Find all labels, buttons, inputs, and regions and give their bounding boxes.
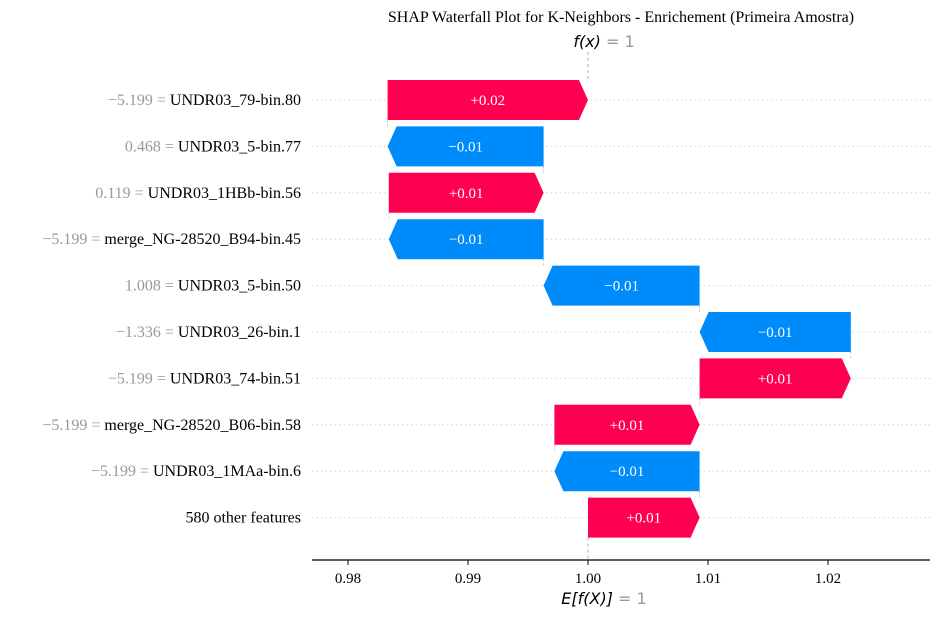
x-tick-label: 0.99 [455,571,481,587]
feature-value: −5.199 = [108,92,170,109]
feature-name: merge_NG-28520_B06-bin.58 [104,417,301,434]
x-tick-label: 1.02 [815,571,841,587]
positive-bar [554,404,700,445]
feature-label: −5.199 = UNDR03_79-bin.80 [108,92,301,109]
feature-value: 0.119 = [95,185,147,202]
x-tick-label: 1.00 [575,571,601,587]
positive-bar [388,172,544,213]
feature-value: −5.199 = [42,231,104,248]
x-tick-label: 0.98 [335,571,361,587]
feature-name: 580 other features [185,510,301,527]
feature-name: UNDR03_79-bin.80 [170,92,301,109]
bar-value-label: −0.01 [610,464,645,480]
fx-label: f(x) = 1 [573,32,634,51]
feature-label: −5.199 = merge_NG-28520_B06-bin.58 [42,417,301,434]
bar-value-label: −0.01 [758,325,793,341]
feature-name: UNDR03_1HBb-bin.56 [148,185,301,202]
feature-label: −5.199 = merge_NG-28520_B94-bin.45 [42,231,301,248]
bar-value-label: +0.01 [626,511,661,527]
feature-name: UNDR03_74-bin.51 [170,370,301,387]
feature-name: UNDR03_26-bin.1 [178,324,301,341]
bar-value-label: +0.01 [449,186,484,202]
feature-label: 580 other features [185,510,301,527]
chart-title: SHAP Waterfall Plot for K-Neighbors - En… [388,9,854,26]
feature-name: UNDR03_1MAa-bin.6 [153,463,301,480]
bar-value-label: −0.01 [449,232,484,248]
feature-name: UNDR03_5-bin.50 [178,278,301,295]
bar-value-label: +0.01 [758,371,793,387]
feature-value: −1.336 = [116,324,178,341]
negative-bar [388,219,544,260]
feature-value: −5.199 = [91,463,153,480]
feature-name: merge_NG-28520_B94-bin.45 [104,231,301,248]
negative-bar [554,451,700,492]
feature-name: UNDR03_5-bin.77 [178,138,301,155]
bar-value-label: +0.02 [470,93,505,109]
base-value: 1 [637,589,647,608]
bar-value-label: −0.01 [604,279,639,295]
positive-bar [588,497,700,538]
connector-lines [387,52,852,560]
x-axis: 0.98 0.99 1.00 1.01 1.02 [312,559,930,587]
feature-labels: +0.02 −0.01 +0.01 −0.01 −0.01 −0.01 +0.01 +0.01… [42,92,792,527]
x-tick-label: 1.01 [695,571,721,587]
negative-bar [387,126,544,167]
feature-value: −5.199 = [42,417,104,434]
fx-label-text: f(x) [573,32,601,51]
base-equals: = [618,589,637,608]
feature-label: 0.119 = UNDR03_1HBb-bin.56 [95,185,301,202]
feature-value: 1.008 = [125,278,178,295]
negative-bar [543,265,700,306]
feature-label: 0.468 = UNDR03_5-bin.77 [125,138,301,155]
negative-bar [699,312,851,352]
bar-value-label: +0.01 [610,418,645,434]
feature-value: −5.199 = [108,370,170,387]
base-value-label: E[f(X)] = 1 [561,589,646,608]
waterfall-bars [387,80,851,538]
feature-value: 0.468 = [125,138,178,155]
base-label-text: E[f(X)] [561,589,613,608]
fx-equals: = [606,32,625,51]
feature-label: −5.199 = UNDR03_74-bin.51 [108,370,301,387]
positive-bar [699,358,851,399]
feature-label: −1.336 = UNDR03_26-bin.1 [116,324,301,341]
feature-label: −5.199 = UNDR03_1MAa-bin.6 [91,463,301,480]
feature-label: 1.008 = UNDR03_5-bin.50 [125,278,301,295]
fx-value: 1 [625,32,635,51]
bar-value-label: −0.01 [448,139,483,155]
positive-bar [387,80,588,120]
